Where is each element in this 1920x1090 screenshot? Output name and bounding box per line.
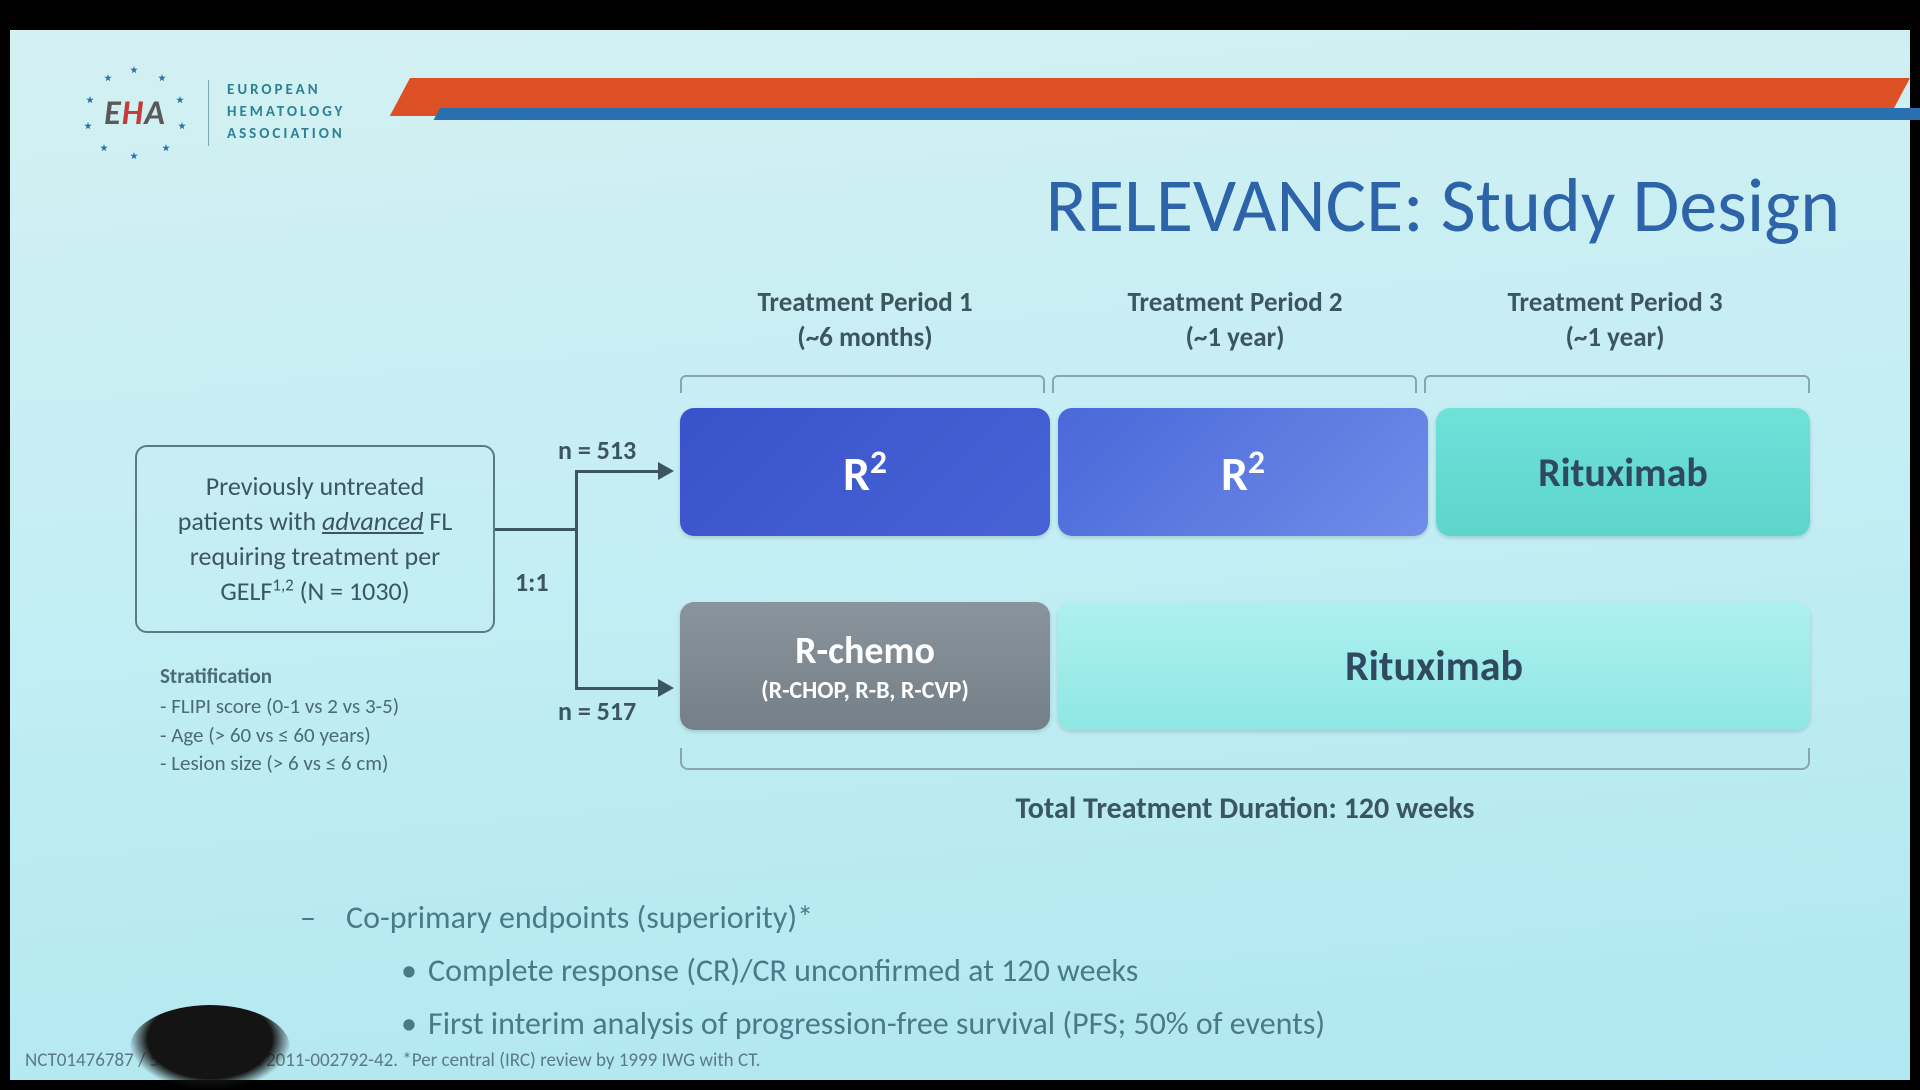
arm-top-2-sup: 2 xyxy=(1248,442,1265,483)
total-duration: Total Treatment Duration: 120 weeks xyxy=(680,790,1810,827)
patients-l2a: patients with xyxy=(178,505,322,537)
header: EHA EUROPEAN HEMATOLOGY ASSOCIATION xyxy=(10,78,1910,146)
period-3-duration: (~1 year) xyxy=(1420,320,1810,355)
patients-l2c: FL xyxy=(424,505,453,537)
bracket-total xyxy=(680,748,1810,770)
arm-bottom-2-text: Rituximab xyxy=(1345,641,1523,692)
endpoints-bullet-1: Complete response (CR)/CR unconfirmed at… xyxy=(428,951,1138,990)
patients-l4b: (N = 1030) xyxy=(294,575,410,607)
period-1-label: Treatment Period 1 xyxy=(680,285,1050,320)
period-2-duration: (~1 year) xyxy=(1050,320,1420,355)
bracket-period-2 xyxy=(1052,375,1417,393)
strat-item-3: - Lesion size (> 6 vs ≤ 6 cm) xyxy=(160,749,399,777)
logo-line1: EUROPEAN xyxy=(227,80,345,102)
endpoints-bullet-1-row: •Complete response (CR)/CR unconfirmed a… xyxy=(300,945,1325,998)
slide-title: RELEVANCE: Study Design xyxy=(1046,160,1840,252)
arm-top-1-text: R xyxy=(843,444,870,503)
patients-l4a: GELF xyxy=(220,575,272,607)
flow-h-main xyxy=(495,528,575,531)
eha-logo: EHA EUROPEAN HEMATOLOGY ASSOCIATION xyxy=(80,68,345,158)
n-top: n = 513 xyxy=(558,434,636,466)
treatment-periods: Treatment Period 1 (~6 months) Treatment… xyxy=(680,285,1810,355)
arm-bottom-1-sub: (R-CHOP, R-B, R-CVP) xyxy=(761,676,969,705)
period-2: Treatment Period 2 (~1 year) xyxy=(1050,285,1420,355)
arm-top-3-text: Rituximab xyxy=(1538,448,1708,497)
logo-h: H xyxy=(122,93,144,134)
patients-l3: requiring treatment per xyxy=(190,540,440,572)
logo-line2: HEMATOLOGY xyxy=(227,102,345,124)
endpoints-bullet-2-row: •First interim analysis of progression-f… xyxy=(300,998,1325,1051)
period-1: Treatment Period 1 (~6 months) xyxy=(680,285,1050,355)
strat-item-3-text: Lesion size (> 6 vs ≤ 6 cm) xyxy=(171,750,388,776)
strat-item-1: - FLIPI score (0-1 vs 2 vs 3-5) xyxy=(160,692,399,720)
header-ribbon xyxy=(410,78,1910,116)
arm-bottom-1-text: R-chemo xyxy=(795,628,935,674)
period-2-label: Treatment Period 2 xyxy=(1050,285,1420,320)
strat-heading: Stratification xyxy=(160,662,399,690)
arm-top-2-text: R xyxy=(1221,444,1248,503)
endpoints-heading-row: –Co-primary endpoints (superiority)* xyxy=(300,892,1325,945)
period-3: Treatment Period 3 (~1 year) xyxy=(1420,285,1810,355)
strat-item-1-text: FLIPI score (0-1 vs 2 vs 3-5) xyxy=(171,693,399,719)
arm-top-box-2: R2 xyxy=(1058,408,1428,536)
arm-bottom-box-1: R-chemo (R-CHOP, R-B, R-CVP) xyxy=(680,602,1050,730)
arm-top-box-1: R2 xyxy=(680,408,1050,536)
bracket-period-1 xyxy=(680,375,1045,393)
randomization-ratio: 1:1 xyxy=(515,566,549,598)
flow-v-split xyxy=(575,470,578,690)
stratification: Stratification - FLIPI score (0-1 vs 2 v… xyxy=(160,662,399,777)
period-1-duration: (~6 months) xyxy=(680,320,1050,355)
audience-silhouette xyxy=(130,1005,290,1090)
arm-top-row: R2 R2 Rituximab xyxy=(680,408,1810,536)
logo-text: EUROPEAN HEMATOLOGY ASSOCIATION xyxy=(227,80,345,145)
logo-a: A xyxy=(144,93,166,134)
flow-h-top xyxy=(575,470,660,473)
patients-l2b: advanced xyxy=(322,505,424,537)
flow-h-bottom xyxy=(575,687,660,690)
logo-e: E xyxy=(104,93,122,134)
endpoints-bullet-2: First interim analysis of progression-fr… xyxy=(428,1004,1325,1043)
eha-logo-mark: EHA xyxy=(80,68,190,158)
arrow-bottom xyxy=(658,679,674,697)
logo-line3: ASSOCIATION xyxy=(227,124,345,146)
patients-l1: Previously untreated xyxy=(206,470,425,502)
logo-divider xyxy=(208,80,209,146)
strat-item-2-text: Age (> 60 vs ≤ 60 years) xyxy=(171,722,371,748)
patients-l4sup: 1,2 xyxy=(272,575,293,596)
endpoints-heading: Co-primary endpoints (superiority)* xyxy=(346,898,813,937)
n-bottom: n = 517 xyxy=(558,695,636,727)
strat-item-2: - Age (> 60 vs ≤ 60 years) xyxy=(160,721,399,749)
period-3-label: Treatment Period 3 xyxy=(1420,285,1810,320)
arm-top-1-sup: 2 xyxy=(870,442,887,483)
slide: EHA EUROPEAN HEMATOLOGY ASSOCIATION RELE… xyxy=(10,30,1910,1080)
arm-top-box-3: Rituximab xyxy=(1436,408,1810,536)
arrow-top xyxy=(658,462,674,480)
endpoints: –Co-primary endpoints (superiority)* •Co… xyxy=(300,892,1325,1050)
arm-bottom-row: R-chemo (R-CHOP, R-B, R-CVP) Rituximab xyxy=(680,602,1810,730)
arm-bottom-box-2: Rituximab xyxy=(1058,602,1810,730)
bracket-period-3 xyxy=(1424,375,1810,393)
patients-box: Previously untreated patients with advan… xyxy=(135,445,495,633)
